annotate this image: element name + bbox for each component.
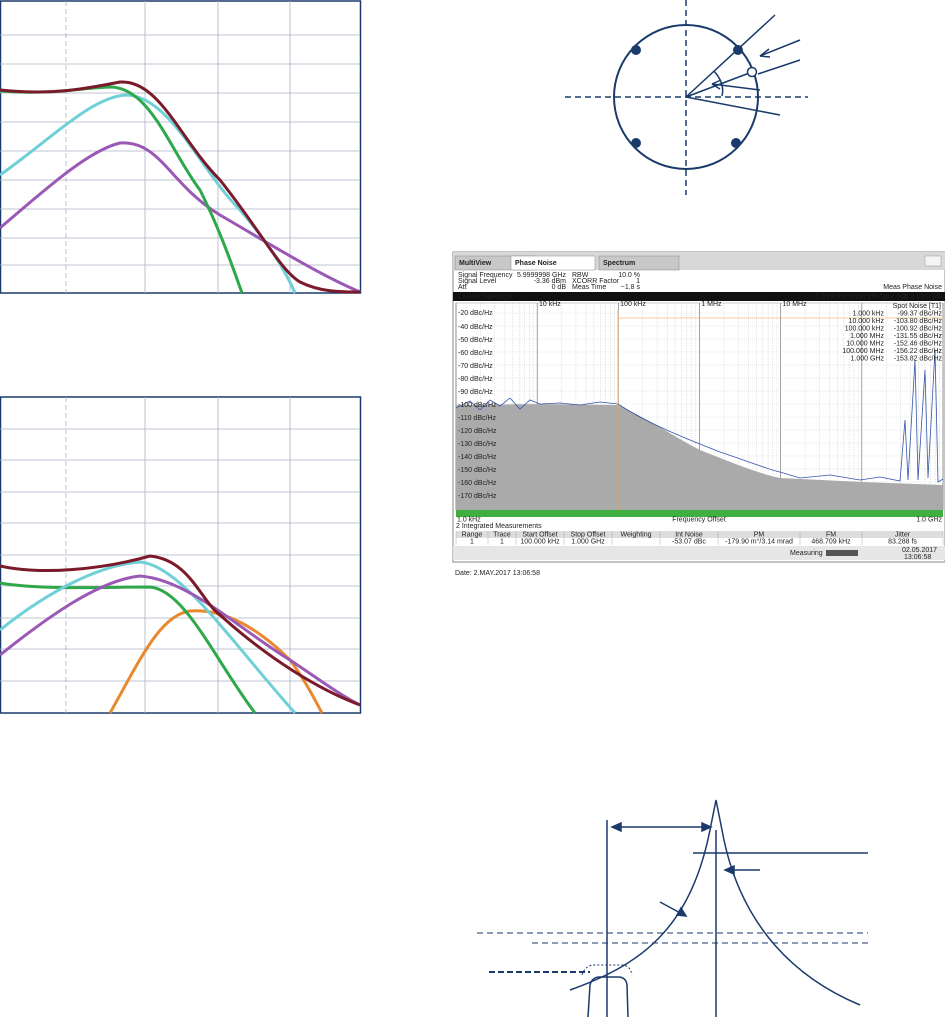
header-value: -3.36 dBm (534, 278, 566, 285)
table-cell: 468.709 kHz (811, 538, 851, 545)
table-header: Int Noise (675, 531, 703, 538)
window-title: 1 Noise Spectrum (457, 293, 513, 300)
tab-label: MultiView (459, 260, 492, 267)
table-header: PM (754, 531, 765, 538)
freq-label: 10 kHz (539, 301, 561, 308)
spot-value: -103.80 dBc/Hz (894, 318, 943, 325)
header-label: Signal Frequency (458, 272, 513, 279)
spot-value: -156.22 dBc/Hz (894, 348, 943, 355)
spot-value: -152.46 dBc/Hz (894, 340, 943, 347)
date-line: Date: 2.MAY.2017 13:06:58 (455, 570, 540, 577)
constellation-diagram (565, 0, 808, 195)
freq-label: 10 MHz (783, 301, 808, 308)
spot-frequency: 1.000 MHz (850, 333, 884, 340)
freq-label: 1 MHz (701, 301, 722, 308)
header-label: Signal Level (458, 278, 497, 285)
table-header: Trace (493, 531, 511, 538)
spot-value: -131.55 dBc/Hz (894, 333, 943, 340)
tab[interactable] (598, 255, 680, 271)
tab-label: Phase Noise (515, 260, 557, 267)
tab-label: Spectrum (603, 260, 635, 267)
y-label: -130 dBc/Hz (458, 441, 497, 448)
spot-frequency: 1.000 kHz (852, 310, 884, 317)
header-value: 5.9999998 GHz (517, 272, 567, 279)
header-value: 10.0 % (618, 272, 640, 279)
y-label: -150 dBc/Hz (458, 467, 497, 474)
table-cell: 100.000 kHz (520, 538, 560, 545)
spot-frequency: 100.000 kHz (845, 325, 885, 332)
status: Measuring (790, 550, 823, 557)
y-label: -160 dBc/Hz (458, 480, 497, 487)
header-label: Att (458, 284, 467, 291)
spot-value: -99.37 dBc/Hz (898, 310, 943, 317)
table-cell: 1.000 GHz (571, 538, 605, 545)
y-label: -80 dBc/Hz (458, 376, 493, 383)
y-label: -70 dBc/Hz (458, 363, 493, 370)
spot-value: -153.82 dBc/Hz (894, 355, 943, 362)
spectrum-diagram (477, 799, 868, 1018)
status-bar (826, 550, 858, 556)
y-label: -110 dBc/Hz (458, 415, 496, 422)
x-end: 1.0 GHz (916, 516, 942, 523)
y-label: -170 dBc/Hz (458, 493, 497, 500)
y-label: -120 dBc/Hz (458, 428, 497, 435)
header-label: Meas Time (572, 284, 606, 291)
chart-top-left (0, 0, 362, 294)
noise-area (456, 404, 943, 510)
header-label: XCORR Factor (572, 278, 620, 285)
freq-label: 100 kHz (620, 301, 646, 308)
table-header-bg (456, 531, 943, 538)
table-cell: 83.288 fs (888, 538, 917, 545)
header-label: RBW (572, 272, 589, 279)
status-time: 13:06:58 (904, 554, 931, 561)
spot-value: -100.92 dBc/Hz (894, 325, 943, 332)
window-traces: 1 Clrw PN Smth 1% Spur 6dB 2 Clrw PN (816, 293, 942, 300)
y-label: -100 dBc/Hz (458, 402, 497, 409)
y-label: -50 dBc/Hz (458, 337, 493, 344)
noise-trace (455, 349, 944, 483)
spot-frequency: 1.000 GHz (851, 355, 885, 362)
table-cell: 1 (500, 538, 504, 545)
y-label: -40 dBc/Hz (458, 324, 493, 331)
table-header: Stop Offset (571, 531, 606, 538)
y-label: -60 dBc/Hz (458, 350, 493, 357)
table-cell: -53.07 dBc (672, 538, 706, 545)
table-cell: 1 (470, 538, 474, 545)
x-title: Frequency Offset (672, 516, 726, 523)
header-value: ~1.8 s (621, 284, 641, 291)
table-header: Jitter (895, 531, 911, 538)
y-label: -140 dBc/Hz (458, 454, 497, 461)
chart-middle-left (0, 396, 362, 714)
spot-frequency: 10.000 MHz (846, 340, 884, 347)
integrated-title: 2 Integrated Measurements (456, 523, 542, 530)
spot-frequency: 10.000 kHz (849, 318, 885, 325)
y-label: -20 dBc/Hz (458, 310, 493, 317)
table-cell: -179.90 m°/3.14 mrad (725, 537, 793, 545)
spot-frequency: 100.000 MHz (842, 348, 884, 355)
header-value: 1 (636, 278, 640, 285)
x-start: 1.0 kHz (457, 516, 481, 523)
mode: Meas Phase Noise (883, 284, 942, 291)
y-label: -90 dBc/Hz (458, 389, 493, 396)
table-header: FM (826, 531, 836, 538)
spot-title: Spot Noise [T1] (893, 303, 941, 310)
header-value: 0 dB (552, 284, 567, 291)
table-header: Start Offset (522, 531, 557, 538)
table-header: Range (462, 531, 483, 538)
tab[interactable] (510, 255, 596, 271)
status-date: 02.05.2017 (902, 547, 937, 554)
table-header: Weighting (620, 531, 651, 538)
